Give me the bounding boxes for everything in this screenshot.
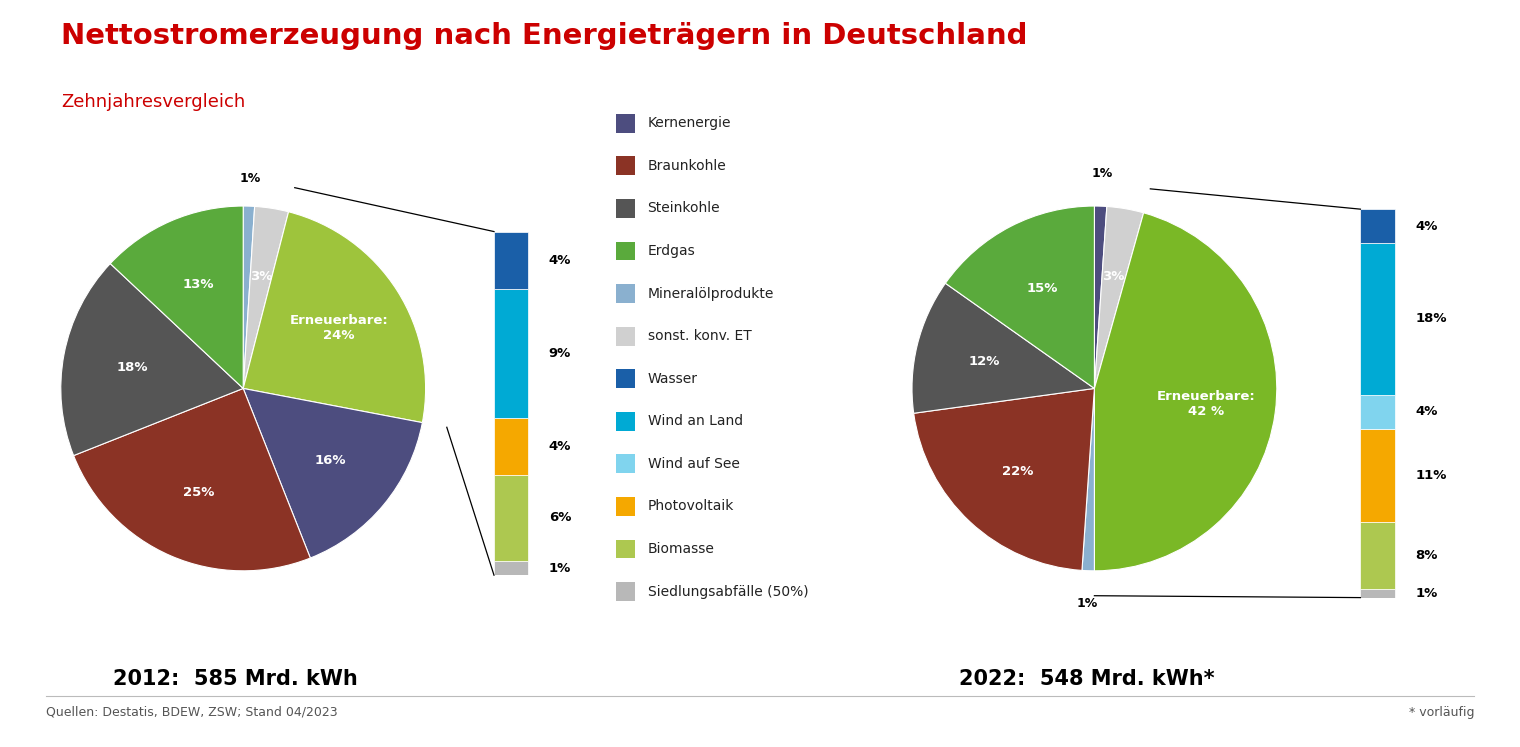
Wedge shape [243,388,423,558]
Text: Zehnjahresvergleich: Zehnjahresvergleich [61,93,245,111]
Wedge shape [914,388,1094,571]
Wedge shape [111,206,243,388]
Bar [494,475,529,561]
Text: Erneuerbare:
42 %: Erneuerbare: 42 % [1157,390,1256,418]
Text: 15%: 15% [1026,282,1058,294]
Bar [1360,395,1395,429]
Text: 2022:  548 Mrd. kWh*: 2022: 548 Mrd. kWh* [959,669,1214,689]
Text: Photovoltaik: Photovoltaik [648,500,734,513]
Text: Wasser: Wasser [648,372,698,385]
Text: Biomasse: Biomasse [648,542,714,556]
Text: Erneuerbare:
24%: Erneuerbare: 24% [289,314,388,342]
Text: Erdgas: Erdgas [648,244,695,258]
Wedge shape [61,264,243,456]
Text: * vorläufig: * vorläufig [1409,706,1474,719]
Text: Quellen: Destatis, BDEW, ZSW; Stand 04/2023: Quellen: Destatis, BDEW, ZSW; Stand 04/2… [46,706,337,719]
Text: 1%: 1% [549,562,572,574]
Text: 4%: 4% [1415,220,1438,232]
Wedge shape [73,388,310,571]
Wedge shape [243,206,255,388]
Text: 25%: 25% [182,486,214,499]
Text: 4%: 4% [1415,406,1438,418]
Text: sonst. konv. ET: sonst. konv. ET [648,329,751,343]
Wedge shape [1094,206,1107,388]
Text: 3%: 3% [249,270,272,283]
Text: 2012:  585 Mrd. kWh: 2012: 585 Mrd. kWh [112,669,359,689]
Bar [1360,209,1395,243]
Text: 1%: 1% [1415,587,1438,600]
Text: 22%: 22% [1002,465,1034,477]
Text: Wind auf See: Wind auf See [648,457,739,471]
Text: 4%: 4% [549,440,572,453]
Wedge shape [912,283,1094,413]
Text: 4%: 4% [549,254,572,267]
Wedge shape [243,211,426,423]
Text: Wind an Land: Wind an Land [648,415,743,428]
Bar [494,232,529,289]
Bar [1360,429,1395,521]
Text: 12%: 12% [968,355,1000,368]
Text: Siedlungsabfälle (50%): Siedlungsabfälle (50%) [648,585,809,598]
Wedge shape [945,206,1094,388]
Text: 6%: 6% [549,512,572,524]
Text: 13%: 13% [182,278,214,291]
Text: 18%: 18% [117,361,147,374]
Text: 9%: 9% [549,347,572,360]
Bar [494,418,529,475]
Text: 16%: 16% [315,454,347,467]
Text: 3%: 3% [1102,270,1125,284]
Text: Nettostromerzeugung nach Energieträgern in Deutschland: Nettostromerzeugung nach Energieträgern … [61,22,1028,50]
Text: Kernenergie: Kernenergie [648,117,731,130]
Bar [494,289,529,418]
Text: Steinkohle: Steinkohle [648,202,720,215]
Text: 11%: 11% [1415,468,1447,482]
Bar [1360,521,1395,589]
Text: 1%: 1% [1076,597,1097,610]
Wedge shape [1082,388,1094,571]
Text: 1%: 1% [1091,167,1113,180]
Text: 18%: 18% [1415,312,1447,326]
Text: Mineralölprodukte: Mineralölprodukte [648,287,774,300]
Wedge shape [243,206,289,388]
Wedge shape [1094,213,1277,571]
Text: 8%: 8% [1415,549,1438,562]
Bar [494,561,529,575]
Bar [1360,243,1395,395]
Text: 1%: 1% [239,173,260,185]
Bar [1360,589,1395,598]
Text: Braunkohle: Braunkohle [648,159,727,173]
Wedge shape [1094,206,1143,388]
